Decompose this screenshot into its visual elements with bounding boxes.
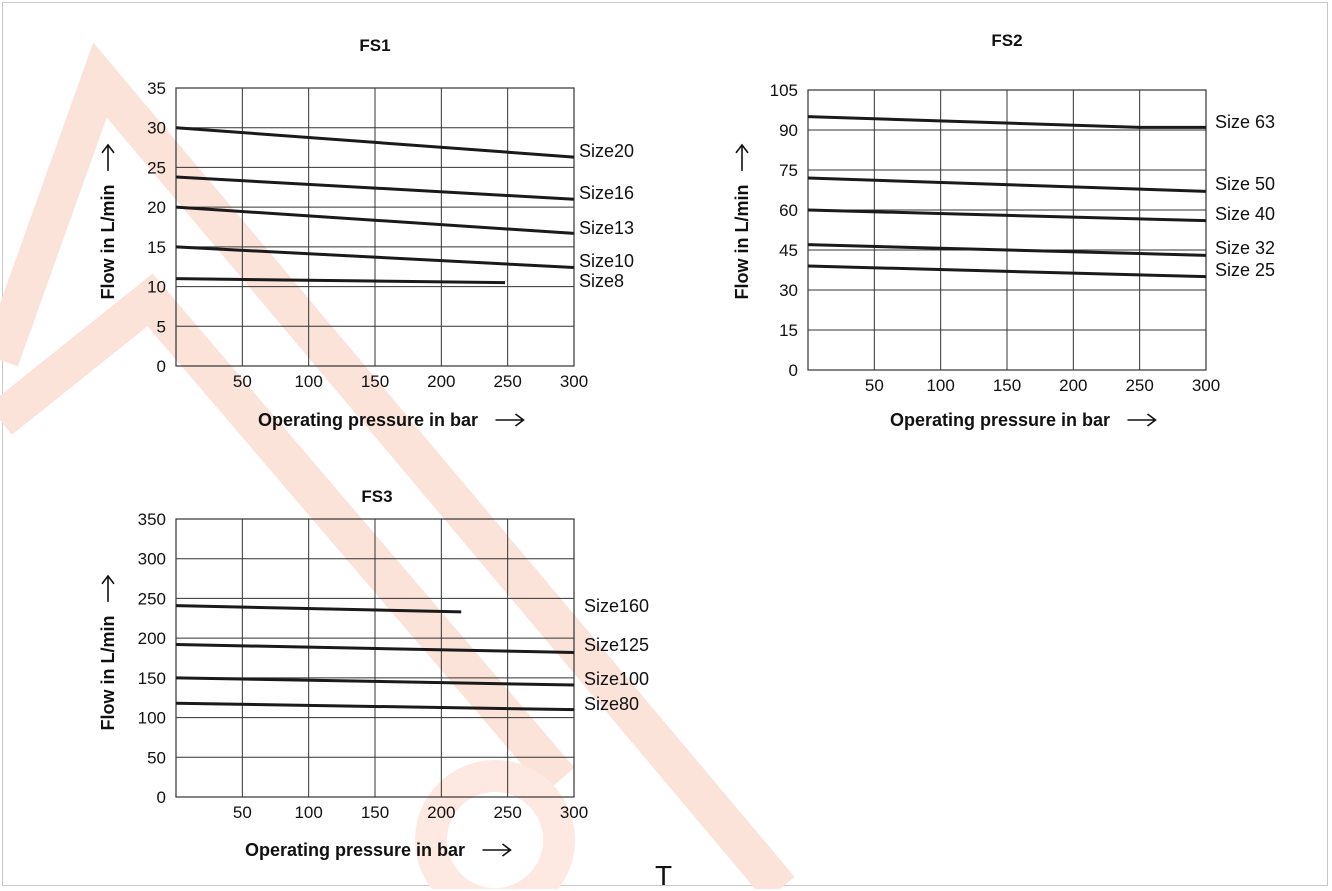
fs2-ytick-label: 0 (789, 361, 798, 380)
fs1-ytick-label: 0 (157, 357, 166, 376)
fs3-xtick-label: 150 (361, 803, 389, 822)
fs1-xtick-label: 250 (493, 372, 521, 391)
fs1-x-axis-arrow-icon (495, 413, 525, 427)
fs2-series-line (807, 264, 1207, 279)
fs2-xtick-label: 200 (1059, 376, 1087, 395)
fs1-y-axis-label: Flow in L/min (98, 185, 118, 300)
fs1-ytick-label: 35 (147, 79, 166, 98)
fs2-chart-title: FS2 (991, 31, 1022, 50)
fs2-y-axis-label: Flow in L/min (732, 185, 752, 300)
fs1-y-axis-arrow-icon (101, 143, 115, 171)
fs2-xtick-label: 300 (1192, 376, 1220, 395)
fs2-ytick-label: 75 (779, 161, 798, 180)
fs3-xtick-label: 200 (427, 803, 455, 822)
fs1-ytick-label: 15 (147, 238, 166, 257)
fs2-xtick-label: 250 (1125, 376, 1153, 395)
fs3-ytick-label: 150 (138, 669, 166, 688)
fs3-ytick-label: 0 (157, 788, 166, 807)
fs1-xtick-label: 50 (233, 372, 252, 391)
fs3-ytick-label: 250 (138, 589, 166, 608)
fs2-ytick-label: 30 (779, 281, 798, 300)
fs1-series-line (175, 245, 575, 270)
fs2-xtick-label: 100 (926, 376, 954, 395)
fs2-xtick-label: 50 (865, 376, 884, 395)
fs3-plot-frame (175, 518, 575, 798)
fs1-series-label: Size8 (579, 271, 624, 291)
fs2-x-axis-arrow-icon (1127, 413, 1157, 427)
fs2-y-axis-arrow-icon (735, 143, 749, 171)
fs3-ytick-label: 350 (138, 510, 166, 529)
fs2-series-line (807, 115, 1206, 129)
fs2-series-label: Size 32 (1215, 238, 1275, 258)
fs3-xtick-label: 250 (493, 803, 521, 822)
fs1-chart-title: FS1 (359, 36, 390, 55)
fs1-series-label: Size13 (579, 218, 634, 238)
fs1-ytick-label: 20 (147, 198, 166, 217)
fs1-series-label: Size16 (579, 183, 634, 203)
fs1-x-axis-label: Operating pressure in bar (258, 410, 478, 430)
fs3-ytick-label: 100 (138, 709, 166, 728)
fs3-y-axis-arrow-icon (101, 574, 115, 602)
fs3-y-axis-label: Flow in L/min (98, 616, 118, 731)
fs3-x-axis-arrow-icon (482, 843, 512, 857)
fs1-series-line (175, 205, 575, 235)
fs2-ytick-label: 15 (779, 321, 798, 340)
fs1-series-line (175, 126, 575, 159)
fs3-series-line (175, 676, 575, 687)
fs3-ytick-label: 50 (147, 748, 166, 767)
fs1-xtick-label: 200 (427, 372, 455, 391)
fs1-xtick-label: 100 (294, 372, 322, 391)
fs1-ytick-label: 5 (157, 317, 166, 336)
fs1-ytick-label: 30 (147, 119, 166, 138)
fs2-ytick-label: 45 (779, 241, 798, 260)
fs2-x-axis-label: Operating pressure in bar (890, 410, 1110, 430)
fs2-series-line (807, 243, 1207, 257)
stray-letter: T (655, 860, 673, 891)
fs2-xtick-label: 150 (993, 376, 1021, 395)
fs3-xtick-label: 50 (233, 803, 252, 822)
fs3-series-line (175, 604, 462, 614)
fs2-series-label: Size 40 (1215, 204, 1275, 224)
fs3-ytick-label: 200 (138, 629, 166, 648)
fs2-series-label: Size 63 (1215, 112, 1275, 132)
fs3-series-line (175, 701, 575, 712)
fs2-series-line (807, 208, 1207, 223)
fs3-series-label: Size125 (584, 635, 649, 655)
fs1-xtick-label: 300 (560, 372, 588, 391)
fs2-series-label: Size 25 (1215, 260, 1275, 280)
fs3-series-label: Size100 (584, 669, 649, 689)
fs3-series-line (175, 642, 575, 654)
fs3-x-axis-label: Operating pressure in bar (245, 840, 465, 860)
fs1-series-label: Size20 (579, 141, 634, 161)
fs3-xtick-label: 300 (560, 803, 588, 822)
fs2-series-label: Size 50 (1215, 174, 1275, 194)
fs2-ytick-label: 60 (779, 201, 798, 220)
fs1-plot-frame (175, 87, 575, 367)
fs1-series-line (175, 175, 575, 201)
fs1-xtick-label: 150 (361, 372, 389, 391)
fs1-series-label: Size10 (579, 251, 634, 271)
fs2-plot-frame (807, 89, 1207, 371)
fs3-series-label: Size80 (584, 694, 639, 714)
fs1-ytick-label: 10 (147, 278, 166, 297)
fs3-ytick-label: 300 (138, 550, 166, 569)
fs1-ytick-label: 25 (147, 158, 166, 177)
fs3-chart-title: FS3 (361, 487, 392, 506)
fs2-ytick-label: 105 (770, 81, 798, 100)
fs3-xtick-label: 100 (294, 803, 322, 822)
fs1-series-line (175, 277, 506, 285)
fs2-ytick-label: 90 (779, 121, 798, 140)
fs3-series-label: Size160 (584, 596, 649, 616)
fs2-series-line (807, 176, 1207, 193)
